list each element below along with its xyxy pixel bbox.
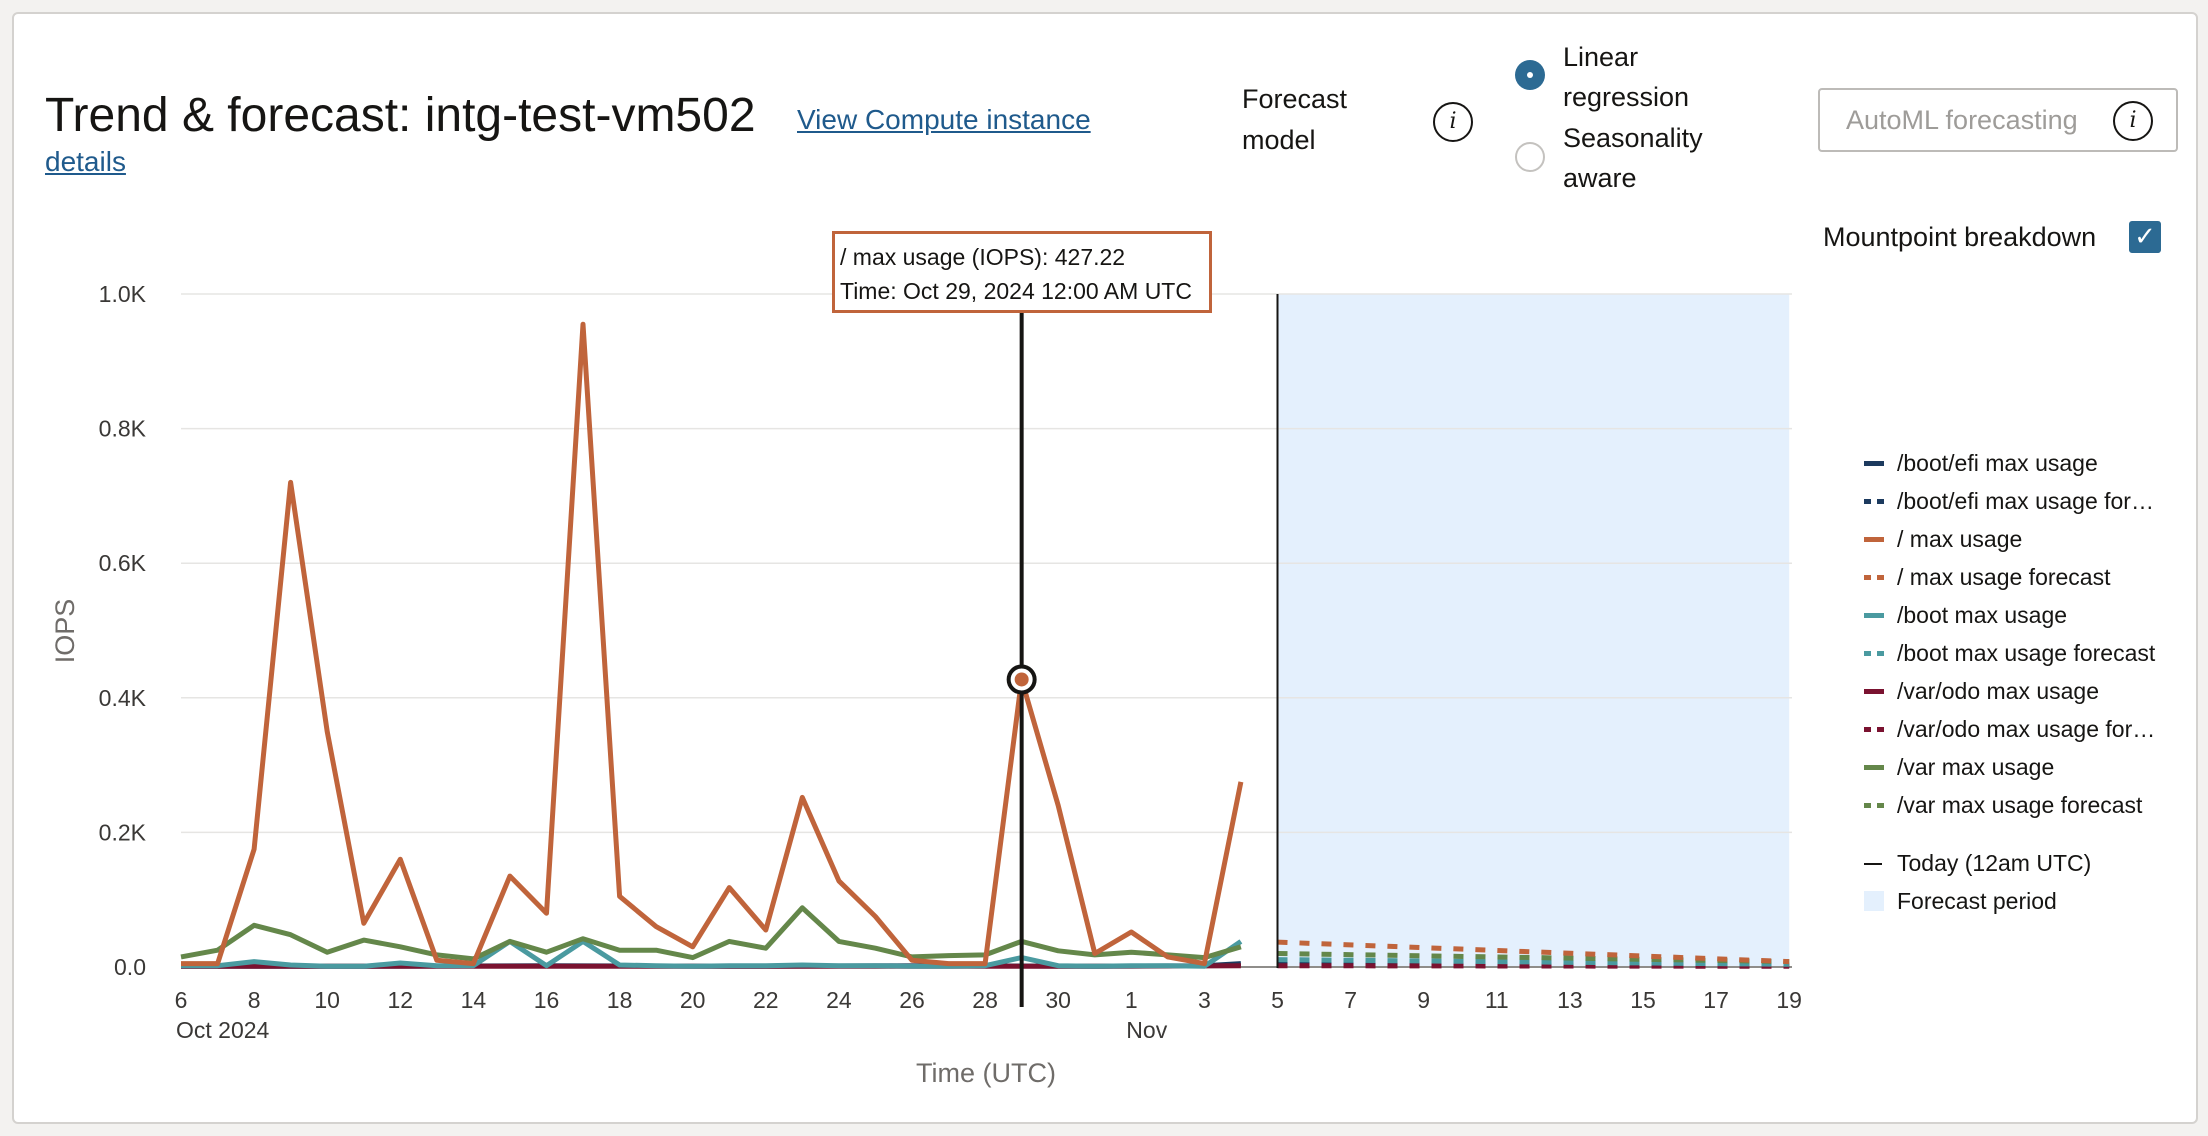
x-axis-label: Time (UTC) — [916, 1058, 1056, 1088]
legend-label: /boot/efi max usage — [1897, 450, 2098, 476]
legend-label: / max usage — [1897, 526, 2023, 552]
x-tick-label: 7 — [1344, 987, 1357, 1013]
y-tick-label: 0.0 — [114, 954, 146, 980]
tooltip-line-value: / max usage (IOPS): 427.22 — [840, 244, 1126, 270]
legend-swatch — [1864, 537, 1884, 542]
legend-label: / max usage forecast — [1897, 564, 2111, 590]
x-tick-label: 16 — [534, 987, 560, 1013]
legend-swatch — [1864, 613, 1884, 618]
forecast-model-label: Forecast model — [1242, 84, 1348, 155]
x-tick-sublabel: Oct 2024 — [176, 1017, 270, 1043]
automl-forecasting-button[interactable]: AutoML forecasting i — [1818, 88, 2178, 152]
legend-swatch — [1864, 727, 1884, 732]
legend-swatch — [1864, 499, 1884, 504]
tooltip-line-time: Time: Oct 29, 2024 12:00 AM UTC — [840, 278, 1192, 304]
x-tick-label: 10 — [314, 987, 340, 1013]
radio-linear-regression[interactable] — [1515, 60, 1545, 90]
trend-forecast-panel: Trend & forecast: intg-test-vm502 View C… — [12, 12, 2198, 1124]
x-tick-label: 26 — [899, 987, 925, 1013]
x-tick-label: 19 — [1776, 987, 1802, 1013]
x-tick-label: 22 — [753, 987, 779, 1013]
legend-swatch — [1864, 461, 1884, 466]
x-tick-label: 15 — [1630, 987, 1656, 1013]
legend-swatch — [1864, 803, 1884, 808]
legend-swatch — [1864, 575, 1884, 580]
x-tick-label: 8 — [248, 987, 261, 1013]
forecast-period-band — [1277, 294, 1790, 967]
legend-label: /var/odo max usage — [1897, 678, 2100, 704]
y-tick-label: 0.2K — [99, 819, 147, 845]
legend-label: /boot/efi max usage forecast — [1897, 488, 2157, 514]
x-tick-label: 9 — [1417, 987, 1430, 1013]
legend-label: /var max usage — [1897, 754, 2055, 780]
legend-swatch — [1864, 651, 1884, 656]
series-line-boot-max-usage-forecast — [1277, 957, 1790, 967]
details-link[interactable]: details — [45, 146, 126, 177]
legend-label: Forecast period — [1897, 888, 2057, 914]
view-compute-instance-link[interactable]: View Compute instance — [797, 104, 1091, 135]
x-tick-label: 6 — [175, 987, 188, 1013]
legend-label: /boot max usage — [1897, 602, 2068, 628]
radio-label-linear-regression: Linear regression — [1563, 42, 1690, 112]
automl-forecasting-label: AutoML forecasting — [1846, 105, 2078, 135]
series-line-var-odo-max-usage-forecast — [1277, 963, 1790, 969]
info-icon[interactable]: i — [1433, 102, 1473, 142]
hover-marker — [1014, 672, 1029, 687]
series-line-max-usage-forecast — [1277, 939, 1790, 965]
series-line-var-max-usage — [180, 905, 1242, 962]
x-tick-label: 13 — [1557, 987, 1583, 1013]
legend-label: /var max usage forecast — [1897, 792, 2143, 818]
x-tick-label: 18 — [607, 987, 633, 1013]
y-tick-label: 0.4K — [99, 685, 147, 711]
radio-label-seasonality-aware: Seasonality aware — [1563, 123, 1703, 193]
page-title: Trend & forecast: intg-test-vm502 — [45, 89, 756, 142]
x-tick-label: 1 — [1125, 987, 1138, 1013]
series-line-boot-max-usage — [181, 938, 1243, 969]
x-tick-label: 14 — [461, 987, 487, 1013]
x-tick-label: 12 — [388, 987, 414, 1013]
x-tick-label: 5 — [1271, 987, 1284, 1013]
x-tick-label: 30 — [1045, 987, 1071, 1013]
legend-label: /boot max usage forecast — [1897, 640, 2156, 666]
y-tick-label: 0.6K — [99, 550, 147, 576]
legend-swatch — [1864, 891, 1884, 911]
x-tick-sublabel: Nov — [1126, 1017, 1167, 1043]
legend-label: /var/odo max usage forecast — [1897, 716, 2157, 742]
info-icon[interactable]: i — [2113, 101, 2153, 141]
radio-seasonality-aware[interactable] — [1515, 142, 1545, 172]
x-tick-label: 11 — [1485, 987, 1509, 1013]
chart-tooltip: / max usage (IOPS): 427.22 Time: Oct 29,… — [832, 231, 1212, 313]
legend-swatch — [1864, 765, 1884, 770]
y-tick-label: 1.0K — [99, 281, 147, 307]
legend-label: Today (12am UTC) — [1897, 850, 2092, 876]
x-tick-label: 17 — [1703, 987, 1729, 1013]
x-tick-label: 3 — [1198, 987, 1211, 1013]
y-tick-label: 0.8K — [99, 416, 147, 442]
series-line-max-usage — [181, 321, 1244, 967]
x-tick-label: 28 — [972, 987, 998, 1013]
mountpoint-breakdown-label: Mountpoint breakdown — [1823, 222, 2097, 252]
y-axis-label: IOPS — [50, 599, 80, 664]
x-tick-label: 24 — [826, 987, 852, 1013]
legend-swatch — [1864, 689, 1884, 694]
mountpoint-breakdown-checkbox[interactable]: ✓ — [2129, 221, 2161, 253]
legend-swatch — [1864, 863, 1882, 865]
x-tick-label: 20 — [680, 987, 706, 1013]
